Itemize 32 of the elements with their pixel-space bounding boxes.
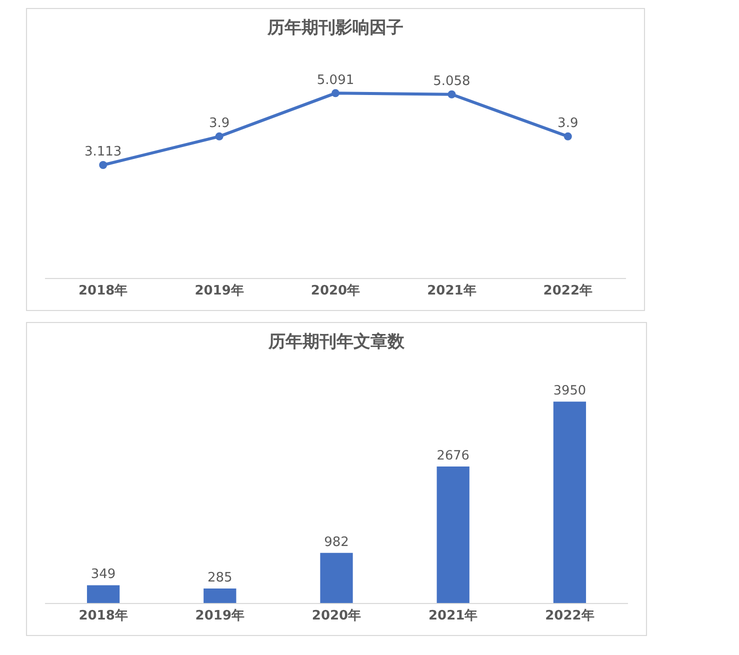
data-label: 349 [90,567,116,582]
x-tick-label: 2019年 [195,608,244,624]
data-label: 2676 [436,448,470,464]
x-tick-label: 2020年 [312,608,362,624]
data-label: 3.113 [84,144,122,160]
bar [436,466,470,603]
x-tick-label: 2018年 [78,284,128,299]
bar [320,552,353,603]
data-label: 5.091 [316,72,354,88]
data-label: 982 [324,534,349,550]
data-label: 285 [207,570,232,586]
x-tick-label: 2022年 [545,608,594,624]
x-tick-label: 2018年 [78,608,128,624]
x-tick-label: 2019年 [194,284,244,299]
bar [204,588,236,603]
data-label: 3950 [553,384,586,399]
bar [86,585,120,603]
x-tick-label: 2020年 [310,284,360,299]
chart-title: 历年期刊影响因子 [266,18,404,38]
point [332,89,340,98]
bar [553,402,586,603]
x-tick-label: 2021年 [428,608,478,624]
x-tick-label: 2022年 [543,284,592,299]
chart-title: 历年期刊年文章数 [268,332,406,352]
x-tick-label: 2021年 [427,284,476,299]
point [99,160,108,169]
point [564,132,572,140]
point [448,90,456,98]
point [215,132,224,140]
data-label: 3.9 [558,116,578,132]
data-label: 5.058 [433,74,470,90]
data-label: 3.9 [208,116,230,132]
